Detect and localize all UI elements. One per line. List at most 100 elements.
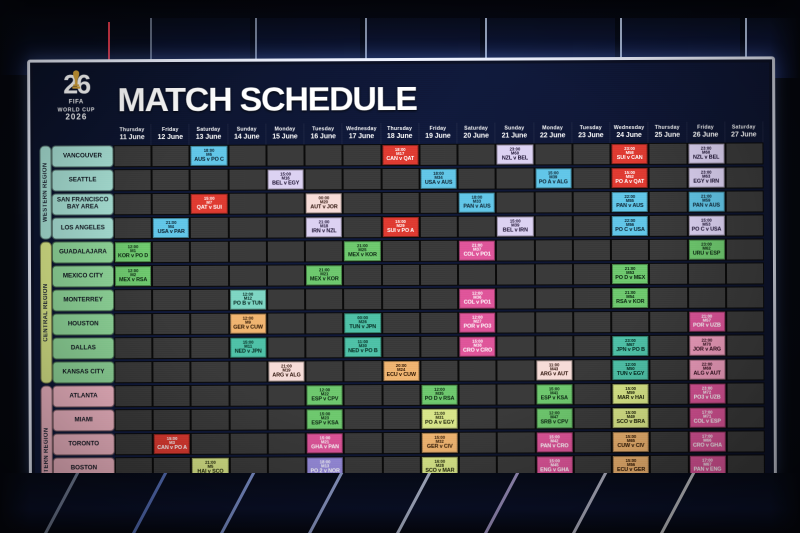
schedule-cell[interactable] bbox=[228, 144, 267, 167]
match-chip[interactable]: 12:00 M35 PO D v RSA bbox=[421, 384, 458, 405]
schedule-cell[interactable] bbox=[190, 312, 229, 335]
schedule-cell[interactable] bbox=[725, 286, 765, 309]
schedule-cell[interactable] bbox=[191, 432, 230, 455]
schedule-cell[interactable]: 00:00 M20 AUT v JOR bbox=[304, 192, 344, 215]
schedule-cell[interactable] bbox=[114, 433, 154, 456]
schedule-cell[interactable] bbox=[228, 264, 268, 287]
schedule-cell[interactable]: 15:00 M41 ESP v KSA bbox=[535, 383, 574, 406]
schedule-cell[interactable] bbox=[152, 264, 191, 288]
schedule-cell[interactable] bbox=[305, 312, 344, 335]
schedule-cell[interactable]: 15:00 M16 BEL v EGY bbox=[266, 168, 305, 191]
schedule-cell[interactable] bbox=[496, 407, 536, 430]
schedule-cell[interactable]: 12:00 M47 SRB v CPV bbox=[535, 407, 574, 430]
schedule-cell[interactable] bbox=[304, 168, 344, 191]
schedule-cell[interactable]: 15:00 M3 CAN v PO A bbox=[152, 432, 192, 456]
match-chip[interactable]: 21:00 M19 ARG v ALG bbox=[268, 361, 305, 382]
match-chip[interactable]: 15:00 M49 SCO v BRA bbox=[612, 407, 649, 429]
schedule-cell[interactable] bbox=[496, 287, 535, 310]
match-chip[interactable]: 15:00 M21 GHA v PAN bbox=[306, 433, 344, 454]
schedule-cell[interactable] bbox=[151, 168, 191, 192]
schedule-cell[interactable] bbox=[113, 169, 152, 192]
schedule-cell[interactable] bbox=[458, 431, 498, 454]
match-chip[interactable]: 23:00 M62 URU v ESP bbox=[688, 239, 725, 260]
city-label-san-francisco-bay-area[interactable]: SAN FRANCISCO BAY AREA bbox=[51, 193, 114, 216]
schedule-cell[interactable] bbox=[534, 263, 573, 286]
schedule-cell[interactable] bbox=[228, 240, 267, 263]
schedule-cell[interactable] bbox=[190, 240, 229, 263]
schedule-cell[interactable]: 23:00 M60 NZL v BEL bbox=[686, 142, 726, 165]
schedule-cell[interactable] bbox=[457, 215, 497, 238]
match-chip[interactable]: 22:00 M55 PAN v AUS bbox=[611, 191, 649, 213]
schedule-cell[interactable] bbox=[267, 432, 306, 455]
schedule-cell[interactable] bbox=[496, 311, 535, 334]
match-chip[interactable]: 21:00 M25 MEX v KOR bbox=[344, 241, 381, 262]
schedule-cell[interactable] bbox=[190, 216, 229, 239]
match-chip[interactable]: 15:00 M65 CUW v CIV bbox=[612, 431, 650, 453]
schedule-cell[interactable]: 15:00 M7 QAT v SUI bbox=[190, 192, 229, 215]
schedule-cell[interactable]: 15:00 M39 PO A v ALG bbox=[534, 167, 573, 190]
schedule-cell[interactable] bbox=[344, 432, 383, 455]
schedule-cell[interactable] bbox=[687, 262, 726, 285]
schedule-cell[interactable] bbox=[649, 430, 689, 453]
schedule-cell[interactable] bbox=[649, 406, 689, 429]
schedule-cell[interactable] bbox=[419, 239, 459, 262]
schedule-cell[interactable]: 12:00 M22 ESP v CPV bbox=[305, 384, 345, 407]
schedule-cell[interactable]: 18:00 M34 USA v AUS bbox=[419, 167, 458, 190]
schedule-cell[interactable]: 22:00 M70 JOR v ARG bbox=[687, 334, 727, 357]
schedule-cell[interactable] bbox=[343, 192, 382, 215]
schedule-cell[interactable] bbox=[458, 263, 497, 286]
city-label-kansas-city[interactable]: KANSAS CITY bbox=[52, 361, 115, 384]
schedule-cell[interactable] bbox=[190, 264, 229, 287]
schedule-cell[interactable] bbox=[573, 359, 612, 382]
schedule-cell[interactable] bbox=[267, 408, 306, 431]
schedule-cell[interactable] bbox=[725, 190, 764, 213]
schedule-cell[interactable] bbox=[381, 335, 421, 359]
schedule-cell[interactable] bbox=[572, 143, 611, 166]
schedule-cell[interactable]: 21:00 M54 RSA v KOR bbox=[611, 286, 650, 310]
schedule-cell[interactable] bbox=[725, 166, 764, 189]
match-chip[interactable]: 17:00 M66 CRO v GHA bbox=[689, 431, 726, 452]
schedule-cell[interactable] bbox=[725, 262, 765, 285]
schedule-cell[interactable]: 18:00 M17 CAN v QAT bbox=[381, 143, 420, 167]
match-chip[interactable]: 11:00 M30 NED v PO B bbox=[344, 337, 382, 358]
match-chip[interactable]: 12:00 M36 COL v PO1 bbox=[459, 288, 496, 309]
match-chip[interactable]: 15:00 M59 MAR v HAI bbox=[612, 383, 649, 405]
schedule-cell[interactable] bbox=[152, 384, 192, 408]
schedule-cell[interactable]: 22:00 M69 ALG v AUT bbox=[687, 358, 727, 381]
city-label-los-angeles[interactable]: LOS ANGELES bbox=[51, 217, 114, 240]
schedule-cell[interactable] bbox=[266, 144, 305, 167]
schedule-cell[interactable] bbox=[304, 144, 343, 167]
schedule-cell[interactable] bbox=[266, 264, 306, 287]
match-chip[interactable]: 12:00 M12 PO B v TUN bbox=[229, 289, 267, 310]
schedule-cell[interactable] bbox=[419, 191, 458, 214]
schedule-cell[interactable]: 15:00 M53 PO C v USA bbox=[687, 214, 726, 237]
schedule-cell[interactable] bbox=[266, 216, 306, 239]
schedule-cell[interactable]: 21:00 M31 PO A v EGY bbox=[420, 407, 459, 430]
match-chip[interactable]: 22:00 M56 PO C v USA bbox=[611, 215, 649, 237]
schedule-cell[interactable]: 18:00 M6 AUS v PO C bbox=[189, 144, 229, 167]
schedule-cell[interactable] bbox=[190, 288, 229, 311]
schedule-cell[interactable] bbox=[342, 168, 382, 191]
schedule-cell[interactable]: 12:00 M12 PO B v TUN bbox=[228, 288, 268, 311]
match-chip[interactable]: 15:00 M38 CRO v CRO bbox=[459, 336, 496, 357]
match-chip[interactable]: 12:00 M50 TUN v EGY bbox=[612, 359, 649, 381]
match-chip[interactable]: 21:00 M59 PAN v AUS bbox=[688, 191, 725, 212]
schedule-cell[interactable] bbox=[305, 336, 344, 359]
schedule-cell[interactable]: 12:00 M50 TUN v EGY bbox=[611, 358, 650, 382]
city-label-atlanta[interactable]: ATLANTA bbox=[52, 385, 115, 408]
schedule-cell[interactable] bbox=[496, 383, 536, 406]
schedule-cell[interactable]: 15:00 M59 MAR v HAI bbox=[611, 382, 650, 406]
schedule-cell[interactable] bbox=[573, 407, 612, 430]
schedule-cell[interactable] bbox=[726, 358, 765, 381]
schedule-cell[interactable] bbox=[534, 287, 573, 310]
match-chip[interactable]: 00:00 M20 AUT v JOR bbox=[305, 193, 343, 214]
match-chip[interactable]: 15:00 M11 NED v JPN bbox=[229, 337, 267, 358]
city-label-guadalajara[interactable]: GUADALAJARA bbox=[51, 241, 114, 264]
match-chip[interactable]: 21:00 M4 USA v PAR bbox=[153, 217, 190, 239]
schedule-cell[interactable] bbox=[381, 239, 420, 263]
schedule-cell[interactable]: 21:00 M53 PO D v MEX bbox=[611, 262, 650, 286]
schedule-cell[interactable] bbox=[343, 360, 383, 383]
schedule-cell[interactable] bbox=[420, 335, 459, 358]
schedule-cell[interactable] bbox=[649, 214, 688, 237]
schedule-cell[interactable] bbox=[725, 214, 764, 237]
